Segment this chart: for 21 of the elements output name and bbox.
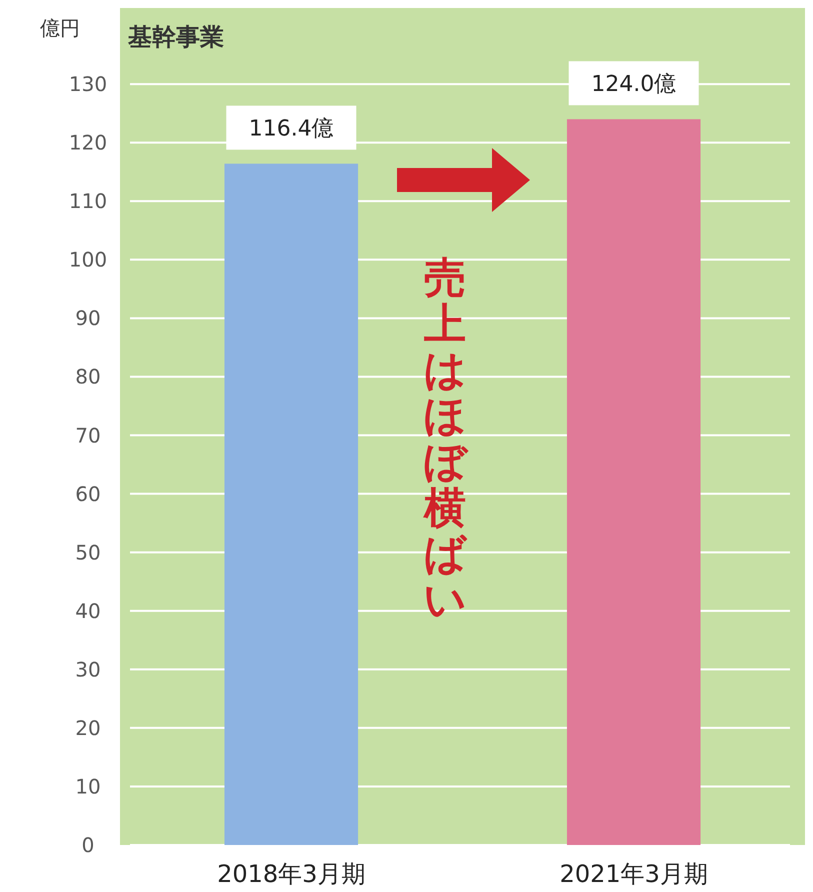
x-tick-label: 2021年3月期	[560, 860, 708, 888]
y-tick-label: 110	[68, 189, 108, 214]
x-tick-label: 2018年3月期	[217, 860, 366, 888]
y-tick-label: 0	[82, 833, 94, 857]
y-tick-label: 50	[75, 540, 101, 564]
y-tick-label: 120	[68, 130, 108, 155]
y-tick-label: 60	[75, 482, 101, 506]
data-label: 124.0億	[591, 72, 676, 98]
y-tick-label: 20	[75, 716, 101, 740]
y-tick-label: 80	[75, 364, 101, 389]
y-tick-label: 130	[68, 72, 108, 96]
y-tick-label: 40	[75, 598, 101, 623]
y-axis-title: 億円	[40, 16, 80, 40]
data-label: 116.4億	[248, 116, 334, 142]
y-tick-label: 70	[75, 423, 101, 448]
text: 基幹事業	[127, 23, 224, 51]
y-tick-label: 30	[75, 657, 101, 682]
y-tick-label: 10	[75, 774, 101, 798]
y-tick-label: 100	[68, 248, 108, 272]
annotation: 売上はほぼ横ばい	[423, 253, 470, 624]
y-tick-label: 90	[75, 306, 101, 330]
